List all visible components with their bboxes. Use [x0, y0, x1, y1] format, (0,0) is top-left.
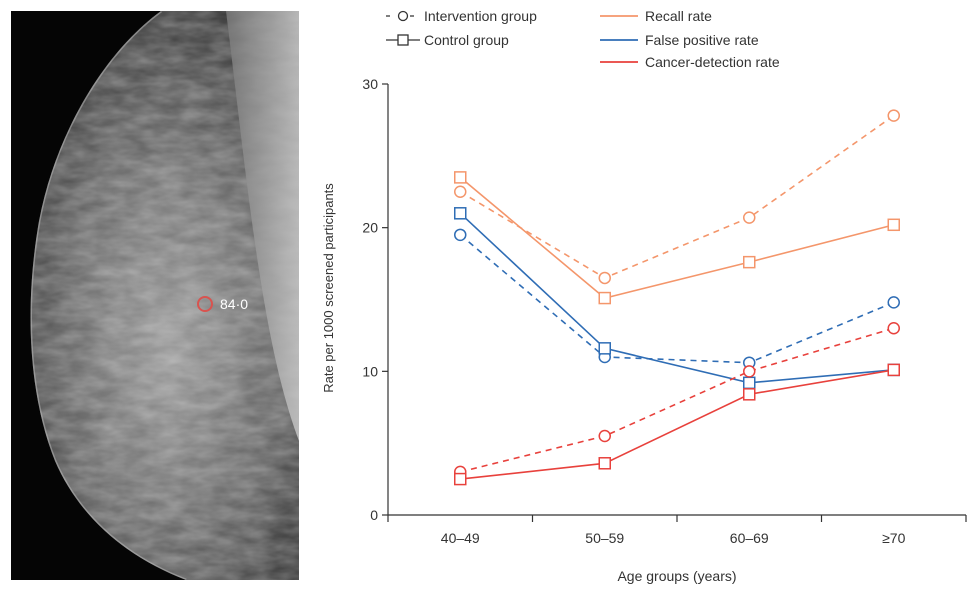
legend-cancer-detection: Cancer-detection rate — [600, 54, 780, 70]
legend-false-positive-label: False positive rate — [645, 32, 759, 48]
point-recall-ratecontrol — [598, 291, 611, 305]
plot-area — [454, 109, 900, 486]
point-recall-rateintervention — [598, 271, 611, 285]
x-tick-label: ≥70 — [882, 530, 905, 546]
series-line-false-positive-ratecontrol — [459, 212, 894, 384]
legend-cancer-detection-label: Cancer-detection rate — [645, 54, 780, 70]
legend-false-positive: False positive rate — [600, 32, 759, 48]
lesion-score-label: 84·0 — [220, 296, 248, 312]
legend-square-marker-icon — [397, 34, 409, 46]
point-recall-ratecontrol — [743, 255, 756, 269]
legend-intervention: Intervention group — [386, 8, 537, 24]
point-recall-ratecontrol — [887, 218, 900, 232]
y-tick-label: 10 — [362, 363, 378, 379]
legend-circle-marker-icon — [397, 10, 409, 22]
point-false-positive-rateintervention — [454, 228, 467, 242]
legend-control-label: Control group — [424, 32, 509, 48]
point-cancer-detection-ratecontrol — [454, 472, 467, 486]
point-recall-rateintervention — [887, 109, 900, 122]
series-line-recall-ratecontrol — [459, 176, 894, 299]
point-recall-rateintervention — [743, 211, 756, 224]
series-line-cancer-detection-rateintervention — [460, 327, 895, 473]
legend: Intervention group Control group Recall … — [386, 8, 780, 70]
y-tick-label: 20 — [362, 220, 378, 236]
point-cancer-detection-ratecontrol — [598, 457, 611, 470]
point-false-positive-rateintervention — [887, 296, 900, 309]
y-tick-label: 0 — [370, 507, 378, 523]
x-tick-label: 60–69 — [730, 530, 769, 546]
axes: 0 10 20 30 40–49 50–59 60–69 ≥70 — [362, 76, 967, 546]
point-cancer-detection-rateintervention — [598, 429, 611, 443]
legend-recall: Recall rate — [600, 8, 712, 24]
point-false-positive-ratecontrol — [454, 207, 467, 220]
series-line-recall-rateintervention — [459, 114, 895, 279]
point-recall-ratecontrol — [454, 171, 467, 184]
point-recall-rateintervention — [454, 185, 467, 198]
point-cancer-detection-ratecontrol — [743, 388, 756, 401]
legend-control: Control group — [386, 32, 509, 48]
series-line-cancer-detection-ratecontrol — [460, 369, 894, 480]
legend-recall-label: Recall rate — [645, 8, 712, 24]
series-line-false-positive-rateintervention — [459, 234, 895, 364]
lesion-marker — [197, 296, 213, 312]
mammogram-image: 84·0 — [11, 11, 299, 580]
x-axis-title: Age groups (years) — [617, 568, 736, 584]
point-false-positive-ratecontrol — [743, 376, 756, 390]
x-tick-label: 50–59 — [585, 530, 624, 546]
legend-intervention-label: Intervention group — [424, 8, 537, 24]
y-tick-label: 30 — [362, 76, 378, 92]
point-cancer-detection-rateintervention — [743, 365, 756, 378]
x-tick-label: 40–49 — [441, 530, 480, 546]
y-axis-title: Rate per 1000 screened participants — [321, 183, 336, 393]
point-false-positive-ratecontrol — [598, 342, 611, 355]
point-cancer-detection-rateintervention — [887, 321, 900, 335]
point-cancer-detection-ratecontrol — [887, 363, 900, 377]
